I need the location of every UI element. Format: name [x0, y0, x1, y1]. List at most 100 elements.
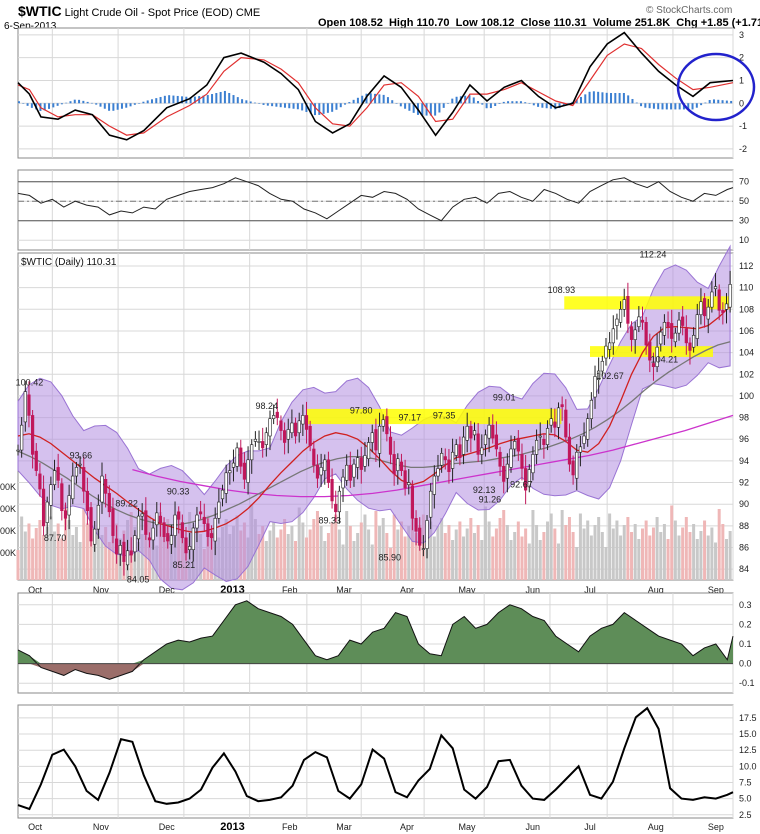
price-annotation: 87.70: [44, 533, 67, 543]
price-candle-body: [673, 332, 677, 343]
macd-histogram-bar: [228, 93, 231, 104]
volume-bar: [571, 532, 575, 580]
price-candle-body: [487, 424, 491, 439]
price-candle-body: [356, 457, 360, 468]
rsi-y-tick: 10: [739, 235, 749, 245]
volume-bar: [513, 532, 517, 580]
macd-histogram-bar: [314, 103, 317, 116]
volume-bar: [323, 541, 327, 580]
price-candle-body: [461, 436, 466, 455]
volume-bar: [67, 520, 71, 580]
macd-histogram-bar: [605, 92, 608, 104]
volume-bar: [535, 525, 539, 580]
volume-axis-label: 00K: [0, 548, 16, 558]
chg-label: Chg: [676, 17, 698, 29]
macd-histogram-bar: [331, 103, 334, 112]
price-candle-body: [140, 513, 144, 517]
macd-y-tick: -1: [739, 121, 747, 131]
price-candle-body: [96, 504, 100, 530]
macd-y-tick: 2: [739, 53, 744, 63]
x-axis-month-label-bottom: 2013: [220, 821, 244, 833]
price-candle-body: [695, 314, 699, 339]
volume-bar: [462, 536, 466, 580]
instrument-name: Light Crude Oil - Spot Price (EOD): [64, 7, 233, 19]
price-candle-body: [136, 515, 141, 540]
price-candle-body: [407, 482, 411, 486]
volume-bar: [60, 538, 64, 580]
price-candle-body: [334, 503, 338, 513]
macd-histogram-bar: [610, 93, 613, 104]
macd-histogram-bar: [253, 102, 256, 104]
macd-panel: 3 2 1 0 -1 -2: [17, 27, 756, 159]
price-annotation: 99.01: [493, 393, 516, 403]
macd-histogram-bar: [22, 103, 25, 104]
price-annotation: 100.42: [16, 377, 44, 387]
price-candle-body: [699, 301, 703, 316]
volume-bar: [396, 529, 400, 580]
price-annotation: 112.24: [639, 249, 666, 259]
macd-histogram-bar: [176, 95, 179, 104]
volume-bar: [38, 520, 42, 580]
volume-bar: [45, 527, 49, 580]
macd-histogram-bar: [489, 103, 492, 109]
volume-bar: [297, 507, 301, 580]
macd-histogram-bar: [60, 103, 63, 105]
price-annotation: 85.21: [173, 560, 196, 570]
macd-histogram-bar: [309, 103, 312, 114]
volume-bar: [586, 520, 590, 580]
price-candle-body: [684, 328, 688, 344]
price-candle-body: [538, 435, 542, 438]
price-candle-body: [615, 318, 619, 326]
lower-y-tick: 10.0: [739, 761, 757, 771]
macd-histogram-bar: [442, 103, 445, 108]
close-label: Close: [520, 17, 551, 29]
x-axis-month-label: Dec: [159, 585, 176, 595]
price-candle-body: [129, 550, 133, 556]
macd-histogram-bar: [494, 103, 497, 106]
price-candle-body: [677, 319, 681, 334]
macd-histogram-bar: [223, 90, 226, 104]
price-candle-body: [144, 510, 148, 535]
volume-bar: [684, 517, 688, 580]
x-axis-month-label-bottom: Mar: [336, 822, 352, 832]
volume-bar: [670, 505, 674, 580]
macd-histogram-bar: [408, 103, 411, 111]
macd-histogram-bar: [120, 103, 123, 109]
macd-histogram-bar: [584, 94, 587, 104]
volume-bar: [648, 535, 652, 580]
momentum-negative-area: [18, 663, 733, 680]
macd-histogram-bar: [468, 95, 471, 104]
macd-histogram-bar: [159, 96, 162, 104]
momentum-y-tick: 0.1: [739, 639, 752, 649]
volume-bar: [34, 528, 38, 580]
macd-histogram-bar: [549, 103, 552, 109]
chart-title: $WTIC Light Crude Oil - Spot Price (EOD)…: [18, 3, 260, 19]
price-annotation: 90.33: [167, 487, 190, 497]
volume-bar: [578, 513, 582, 580]
macd-histogram-bar: [219, 91, 222, 104]
price-candle-body: [63, 510, 68, 519]
volume-bar: [436, 526, 440, 580]
price-candle-body: [304, 415, 309, 430]
price-candle-body: [209, 533, 214, 539]
price-candle-body: [118, 545, 122, 555]
volume-bar: [692, 524, 696, 580]
price-candle-body: [104, 479, 108, 494]
close-value: 110.31: [553, 17, 587, 29]
volume-bar: [264, 541, 268, 580]
price-candle-body: [133, 535, 137, 553]
price-candle-body: [162, 522, 166, 537]
macd-histogram-bar: [588, 91, 591, 104]
volume-bar: [451, 540, 455, 580]
price-candle-body: [107, 493, 111, 513]
price-candle-body: [688, 342, 692, 351]
volume-bar: [389, 548, 393, 580]
volume-bar: [706, 535, 710, 580]
volume-bar: [82, 508, 86, 580]
macd-histogram-bar: [498, 103, 501, 104]
volume-bar: [640, 528, 644, 580]
volume-bar: [20, 516, 24, 580]
price-candle-body: [89, 507, 93, 542]
price-annotation: 98.24: [256, 401, 279, 411]
macd-histogram-bar: [725, 100, 728, 104]
